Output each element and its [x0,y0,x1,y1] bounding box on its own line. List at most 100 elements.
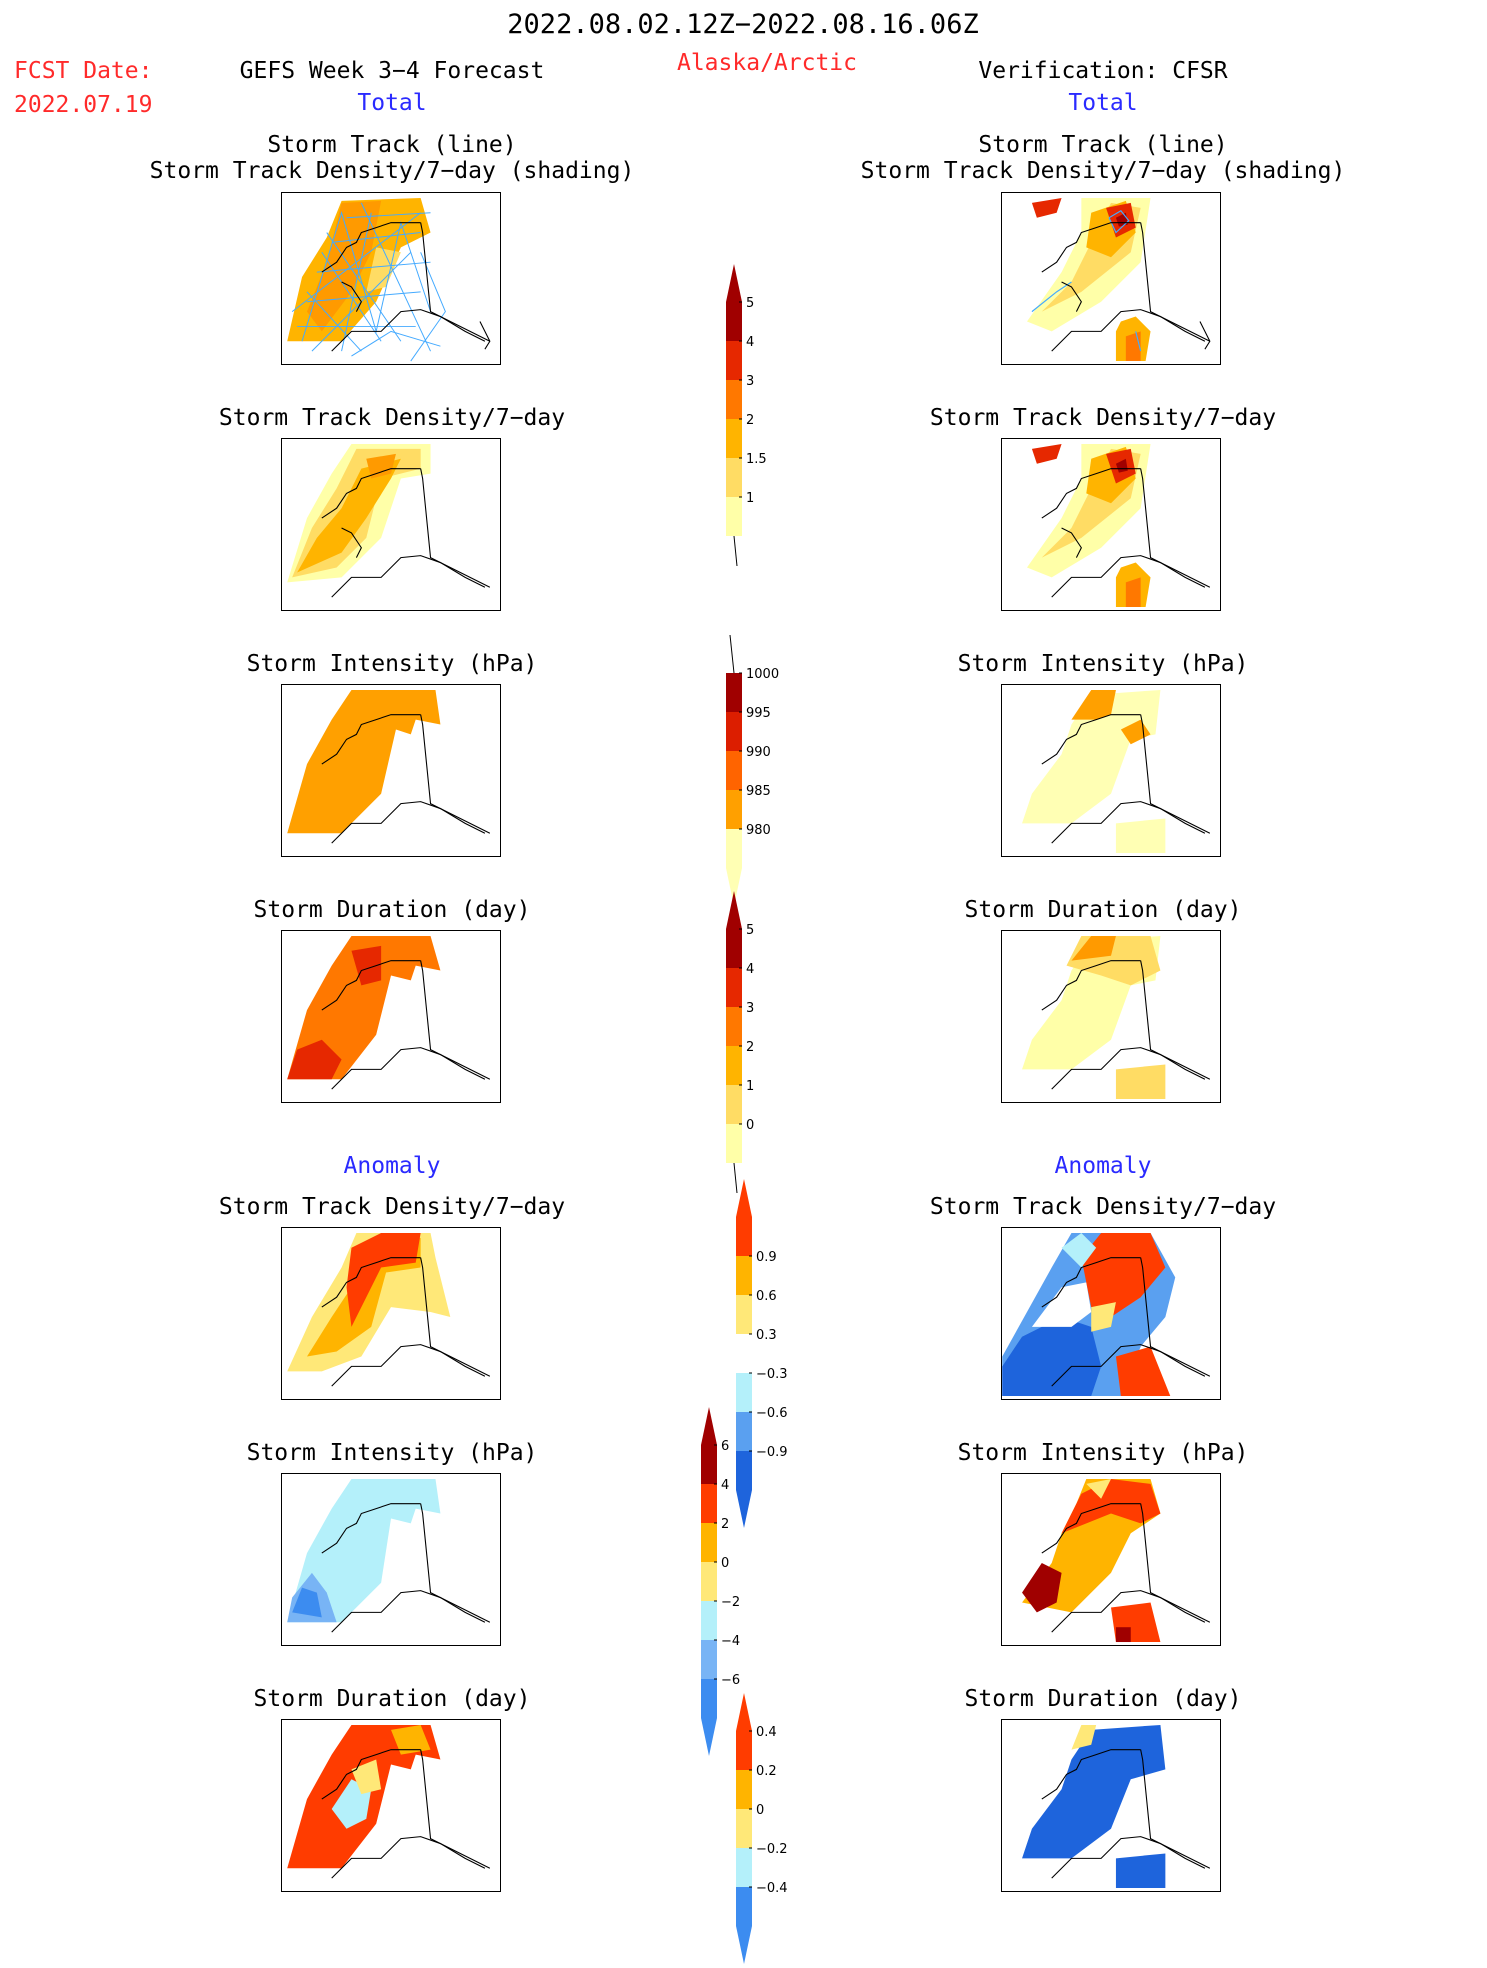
colorbar-tick-label: −0.4 [756,1881,788,1896]
colorbar-tick-label: 0 [721,1556,729,1571]
map-gefs-intensity [281,684,501,857]
colorbar-tick-label: 985 [746,784,771,799]
colorbar-tick-label: 2 [721,1517,729,1532]
colorbar-track-density: 5 4 3 2 1.5 1 [726,264,816,567]
colorbar-tick-label: 0.6 [756,1289,777,1304]
model-title: GEFS Week 3−4 Forecast [239,58,545,84]
panel-title-density-left: Storm Track Density/7−day [218,405,566,431]
map-cfsr-intensity [1001,684,1221,857]
colorbar-intensity-anomaly: 6 4 2 0 −2 −4 −6 [701,1407,791,1760]
anomaly-label-left: Anomaly [343,1153,441,1179]
region-title: Alaska/Arctic [676,50,858,76]
fcst-date-value: 2022.07.19 [14,92,153,118]
colorbar-tick-label: 995 [746,706,771,721]
colorbar-extend-bottom [736,1490,752,1528]
colorbar-segment [726,929,742,968]
colorbar-tick-label: 0 [756,1803,764,1818]
colorbar-segment [726,751,742,790]
colorbar-segment [736,1731,752,1770]
colorbar-segment [726,341,742,380]
panel-title-duration-right: Storm Duration (day) [964,897,1242,923]
colorbar-svg: 5 4 3 2 1.5 1 [726,264,767,567]
colorbar-segment [736,1451,752,1490]
colorbar-extend-top [736,1179,752,1217]
colorbar-tick-label: −0.3 [756,1367,788,1382]
colorbar-segment [701,1484,717,1523]
colorbar-segment [736,1295,752,1334]
colorbar-segment [736,1770,752,1809]
verification-title: Verification: CFSR [978,58,1228,84]
colorbar-segment [736,1809,752,1848]
colorbar-extend-bottom [736,1926,752,1964]
period-title: 2022.08.02.12Z−2022.08.16.06Z [507,9,979,40]
map-cfsr-intensity-anomaly [1001,1473,1221,1646]
colorbar-tick-label: 5 [746,923,754,938]
colorbar-segment [726,673,742,712]
colorbar-segment [726,829,742,868]
colorbar-segment [726,419,742,458]
colorbar-tick-label: −0.2 [756,1842,788,1857]
colorbar-segment [701,1445,717,1484]
map-gefs-duration [281,930,501,1103]
colorbar-svg: 0.9 0.6 0.3 −0.3 −0.6 −0.9 [736,1179,788,1528]
panel-title-duration-anom-left: Storm Duration (day) [253,1686,531,1712]
colorbar-tick-label: 1000 [746,667,779,682]
colorbar-segment [726,1124,742,1163]
colorbar-tick-label: 5 [746,296,754,311]
colorbar-tick-label: −0.9 [756,1445,788,1460]
panel-title-intensity-anom-left: Storm Intensity (hPa) [246,1440,538,1466]
panel-title-track-line-left: Storm Track (line) [267,132,517,158]
colorbar-segment [726,790,742,829]
colorbar-segment [726,302,742,341]
colorbar-tick-label: 2 [746,1040,754,1055]
colorbar-segment [736,1412,752,1451]
colorbar-tick-label: 1.5 [746,452,767,467]
colorbar-tick-label: 2 [746,413,754,428]
colorbar-extend-top [726,891,742,929]
colorbar-tick-label: 4 [721,1478,729,1493]
colorbar-segment [736,1256,752,1295]
colorbar-tick-label: 0.2 [756,1764,777,1779]
colorbar-tail-bottom [733,535,738,567]
colorbar-tick-label: 0.9 [756,1250,777,1265]
colorbar-segment [736,1373,752,1412]
colorbar-segment [726,1007,742,1046]
colorbar-segment [726,497,742,536]
colorbar-tick-label: −6 [721,1673,740,1688]
colorbar-segment [726,712,742,751]
map-cfsr-density-anomaly [1001,1227,1221,1400]
map-cfsr-duration [1001,930,1221,1103]
colorbar-svg: 0.4 0.2 0 −0.2 −0.4 [736,1693,788,1964]
colorbar-segment [726,458,742,497]
map-gefs-storm-track [281,192,501,365]
colorbar-tick-label: −0.6 [756,1406,788,1421]
colorbar-tick-label: 980 [746,823,771,838]
panel-title-track-shading-left: Storm Track Density/7−day (shading) [149,158,635,184]
map-gefs-track-density [281,438,501,611]
panel-title-track-line-right: Storm Track (line) [978,132,1228,158]
colorbar-tail-top [729,634,735,674]
colorbar-segment [701,1640,717,1679]
colorbar-svg: 5 4 3 2 1 0 [726,891,754,1194]
map-cfsr-storm-track [1001,192,1221,365]
colorbar-tick-label: −2 [721,1595,740,1610]
colorbar-extend-top [726,264,742,302]
colorbar-segment [726,1085,742,1124]
colorbar-segment [701,1562,717,1601]
map-cfsr-track-density [1001,438,1221,611]
panel-title-intensity-anom-right: Storm Intensity (hPa) [957,1440,1249,1466]
colorbar-segment [701,1523,717,1562]
panel-title-intensity-left: Storm Intensity (hPa) [246,651,538,677]
colorbar-svg: 1000 995 990 985 980 [726,634,779,906]
colorbar-tick-label: 1 [746,491,754,506]
colorbar-tick-label: 1 [746,1079,754,1094]
colorbar-tick-label: −4 [721,1634,740,1649]
colorbar-density-anomaly: 0.9 0.6 0.3 −0.3 −0.6 −0.9 [736,1179,826,1532]
fcst-date-label: FCST Date: [14,58,153,84]
map-cfsr-duration-anomaly [1001,1719,1221,1892]
colorbar-segment [701,1679,717,1718]
colorbar-extend-bottom [701,1718,717,1756]
colorbar-extend-bottom [726,868,742,906]
colorbar-segment [726,1046,742,1085]
colorbar-segment [726,968,742,1007]
